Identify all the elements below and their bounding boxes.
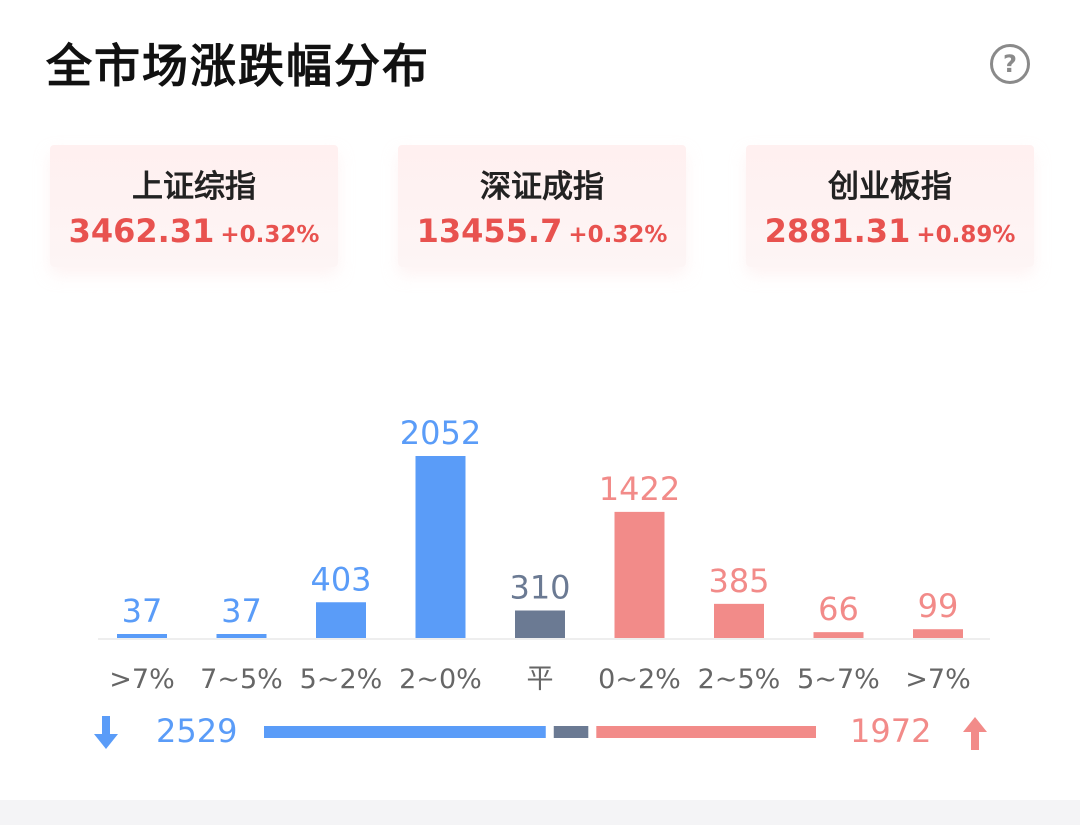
bar-3 [415, 456, 466, 638]
data-label-0: 37 [122, 592, 163, 630]
data-label-3: 2052 [400, 414, 481, 452]
data-label-4: 310 [509, 569, 570, 607]
data-label-2: 403 [310, 560, 371, 598]
category-label-5: 0~2% [598, 664, 681, 695]
up-total: 1972 [850, 712, 932, 750]
data-label-5: 1422 [599, 470, 680, 508]
bar-6 [714, 603, 764, 638]
data-label-8: 99 [918, 587, 959, 625]
index-change: +0.32% [220, 222, 320, 248]
index-name: 创业板指 [828, 169, 952, 205]
category-label-4: 平 [527, 664, 554, 695]
page-title: 全市场涨跌幅分布 [46, 39, 430, 93]
category-label-1: 7~5% [200, 664, 283, 695]
bar-0 [117, 634, 167, 638]
bar-7 [813, 632, 864, 638]
index-card-chinext[interactable]: 创业板指 2881.31 +0.89% [746, 145, 1034, 267]
bar-4 [515, 610, 565, 638]
bar-5 [614, 511, 665, 638]
index-value: 3462.31 [68, 212, 215, 250]
bar-8 [913, 629, 963, 638]
help-icon[interactable]: ? [990, 44, 1030, 84]
bar-1 [216, 634, 267, 638]
index-value: 2881.31 [764, 212, 911, 250]
ratio-bar-up [596, 726, 816, 738]
index-name: 上证综指 [132, 169, 256, 205]
data-label-7: 66 [818, 590, 859, 628]
distribution-chart: 37 >7% 37 7~5% 403 5~2% 2052 2~0% 310 平 1422 0~2% 38… [98, 414, 990, 738]
index-value: 13455.7 [416, 212, 563, 250]
bar-2 [316, 602, 366, 638]
data-label-1: 37 [221, 592, 262, 630]
index-change: +0.32% [568, 222, 668, 248]
category-label-2: 5~2% [300, 664, 383, 695]
index-change: +0.89% [916, 222, 1016, 248]
index-card-shenzhen[interactable]: 深证成指 13455.7 +0.32% [398, 145, 686, 267]
index-card-shanghai[interactable]: 上证综指 3462.31 +0.32% [50, 145, 338, 267]
category-label-3: 2~0% [399, 664, 482, 695]
ratio-bar-down [264, 726, 546, 738]
down-total: 2529 [156, 712, 238, 750]
category-label-8: >7% [905, 664, 970, 695]
arrow-up-icon [963, 717, 987, 750]
category-label-0: >7% [109, 664, 174, 695]
data-label-6: 385 [708, 562, 769, 600]
ratio-bar-flat [553, 726, 589, 738]
category-label-7: 5~7% [797, 664, 880, 695]
bottom-divider [0, 800, 1080, 825]
index-name: 深证成指 [480, 169, 604, 205]
category-label-6: 2~5% [698, 664, 781, 695]
arrow-down-icon [94, 716, 118, 749]
